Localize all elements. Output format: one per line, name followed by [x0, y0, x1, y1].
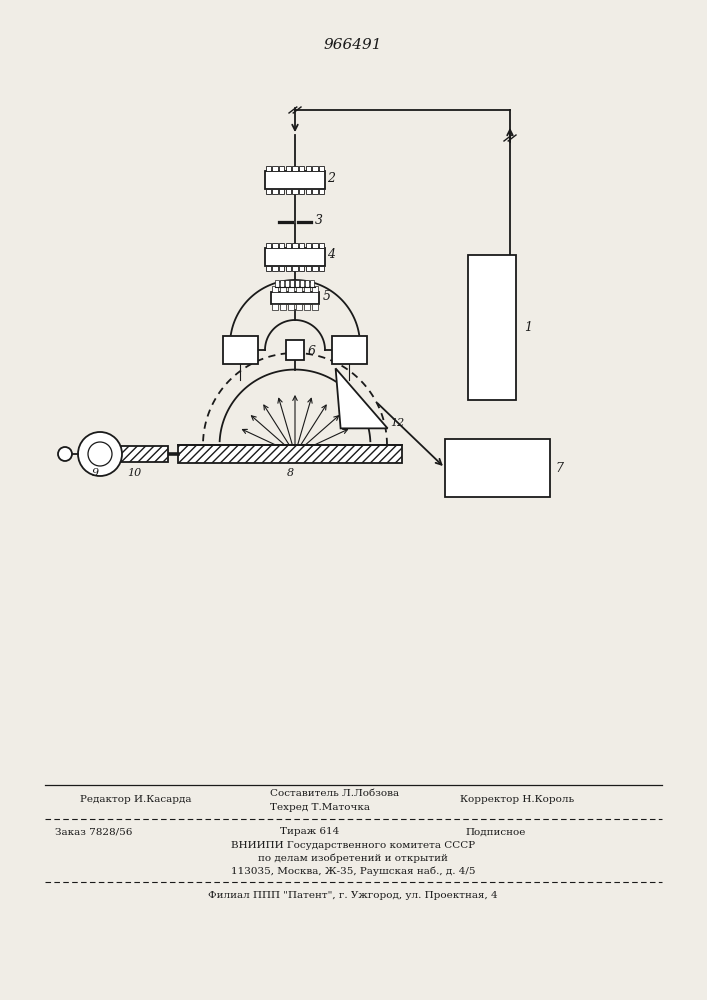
Bar: [276, 280, 279, 287]
Bar: [304, 304, 310, 310]
Bar: [296, 304, 302, 310]
Bar: [312, 243, 318, 248]
Circle shape: [88, 442, 112, 466]
Text: ВНИИПИ Государственного комитета СССР: ВНИИПИ Государственного комитета СССР: [231, 840, 475, 850]
Bar: [291, 280, 295, 287]
Text: Составитель Л.Лобзова: Составитель Л.Лобзова: [270, 788, 399, 798]
Bar: [286, 340, 304, 360]
Bar: [310, 280, 315, 287]
Bar: [286, 189, 291, 194]
Bar: [279, 266, 284, 271]
Bar: [319, 266, 325, 271]
Bar: [332, 336, 367, 364]
Bar: [299, 166, 305, 171]
Text: 966491: 966491: [324, 38, 382, 52]
Bar: [299, 243, 305, 248]
Text: 5: 5: [323, 290, 331, 302]
Bar: [292, 166, 298, 171]
Bar: [265, 248, 325, 266]
Bar: [319, 166, 325, 171]
Text: 9: 9: [91, 468, 98, 478]
Bar: [296, 280, 300, 287]
Bar: [280, 304, 286, 310]
Bar: [312, 166, 318, 171]
Text: Филиал ППП "Патент", г. Ужгород, ул. Проектная, 4: Филиал ППП "Патент", г. Ужгород, ул. Про…: [208, 890, 498, 900]
Bar: [272, 266, 278, 271]
Bar: [304, 286, 310, 292]
Bar: [305, 189, 311, 194]
Bar: [319, 189, 325, 194]
Bar: [312, 189, 318, 194]
Bar: [281, 280, 284, 287]
Bar: [288, 304, 294, 310]
Text: Заказ 7828/56: Заказ 7828/56: [55, 828, 132, 836]
Bar: [265, 171, 325, 189]
Bar: [319, 243, 325, 248]
Text: 7: 7: [555, 462, 563, 475]
Bar: [305, 280, 310, 287]
Text: Корректор Н.Король: Корректор Н.Король: [460, 796, 574, 804]
Bar: [305, 266, 311, 271]
Text: Подписное: Подписное: [465, 828, 525, 836]
Text: Техред Т.Маточка: Техред Т.Маточка: [270, 804, 370, 812]
Bar: [280, 286, 286, 292]
Text: Редактор И.Касарда: Редактор И.Касарда: [80, 796, 192, 804]
Bar: [272, 189, 278, 194]
Text: 11: 11: [340, 420, 354, 430]
Bar: [266, 266, 271, 271]
Text: 6: 6: [308, 345, 316, 358]
Bar: [286, 266, 291, 271]
Bar: [271, 304, 278, 310]
Bar: [312, 304, 318, 310]
Bar: [271, 286, 278, 292]
Bar: [266, 166, 271, 171]
Text: 4: 4: [327, 248, 335, 261]
Circle shape: [78, 432, 122, 476]
Bar: [305, 243, 311, 248]
Bar: [299, 189, 305, 194]
Bar: [120, 446, 168, 462]
Bar: [279, 189, 284, 194]
Bar: [272, 166, 278, 171]
Bar: [296, 286, 302, 292]
Circle shape: [58, 447, 72, 461]
Bar: [299, 266, 305, 271]
Text: 12: 12: [390, 418, 405, 428]
Text: по делам изобретений и открытий: по делам изобретений и открытий: [258, 853, 448, 863]
Bar: [292, 266, 298, 271]
Bar: [445, 439, 550, 497]
Polygon shape: [336, 368, 387, 428]
Bar: [292, 189, 298, 194]
Bar: [178, 445, 402, 463]
Bar: [286, 243, 291, 248]
Bar: [266, 243, 271, 248]
Bar: [272, 243, 278, 248]
Text: Тираж 614: Тираж 614: [280, 828, 339, 836]
Bar: [223, 336, 258, 364]
Text: 8: 8: [286, 468, 293, 478]
Text: 2: 2: [327, 172, 335, 184]
Bar: [312, 286, 318, 292]
Bar: [300, 280, 305, 287]
Bar: [305, 166, 311, 171]
Bar: [286, 280, 289, 287]
Bar: [288, 286, 294, 292]
Bar: [468, 255, 516, 400]
Bar: [279, 243, 284, 248]
Bar: [292, 243, 298, 248]
Text: 3: 3: [315, 214, 323, 227]
Bar: [271, 292, 319, 304]
Text: 1: 1: [524, 321, 532, 334]
Bar: [266, 189, 271, 194]
Bar: [286, 166, 291, 171]
Text: 113035, Москва, Ж-35, Раушская наб., д. 4/5: 113035, Москва, Ж-35, Раушская наб., д. …: [230, 866, 475, 876]
Text: 10: 10: [127, 468, 141, 478]
Bar: [279, 166, 284, 171]
Bar: [312, 266, 318, 271]
